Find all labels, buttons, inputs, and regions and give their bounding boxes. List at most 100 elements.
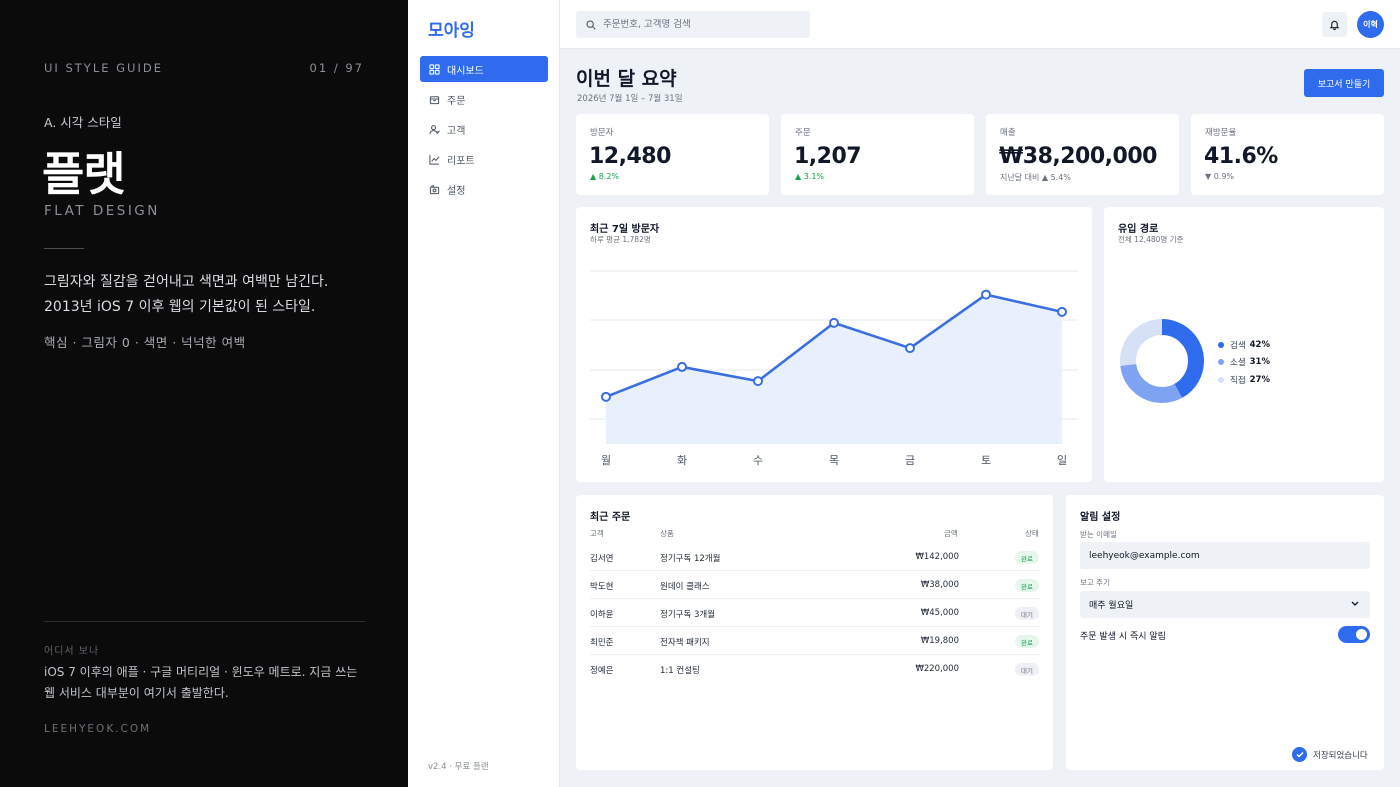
app-sidebar: 모아잉 대시보드 주문 고객 리포트 설정 v2.4 · 무료 플랜	[408, 0, 560, 787]
table-row[interactable]: 정예은 1:1 컨설팅 ₩220,000 대기	[590, 655, 1039, 683]
cell-customer: 김서연	[590, 554, 614, 564]
orders-title: 최근 주문	[590, 512, 631, 523]
cell-product: 1:1 컨설팅	[660, 666, 700, 676]
where-label: 어디서 보나	[44, 646, 100, 657]
create-report-button[interactable]: 보고서 만들기	[1304, 69, 1384, 97]
column-header: 고객	[590, 529, 604, 538]
guide-rule	[44, 248, 84, 249]
sidebar-item-settings[interactable]: 설정	[420, 176, 548, 202]
x-tick-label: 금	[905, 454, 915, 467]
check-circle-icon	[1292, 747, 1307, 762]
stat-label: 매출	[1000, 128, 1016, 138]
cell-amount: ₩220,000	[915, 664, 959, 674]
style-guide-panel: UI STYLE GUIDE 01 / 97 A. 시각 스타일 플랫 FLAT…	[0, 0, 408, 787]
donut-legend: 검색 42% 소셜 31% 직접 27%	[1218, 336, 1270, 389]
sidebar-item-label: 설정	[447, 185, 466, 197]
save-status-text: 저장되었습니다	[1313, 750, 1368, 761]
sidebar-item-reports[interactable]: 리포트	[420, 146, 548, 172]
cell-customer: 박도현	[590, 582, 614, 592]
trend-down-text: ▼ 0.9%	[1205, 172, 1235, 181]
stat-value: 1,207	[794, 144, 862, 169]
page-counter: 01 / 97	[309, 61, 364, 75]
data-point	[829, 317, 839, 328]
cell-customer: 정예은	[590, 666, 614, 676]
visitors-chart-card: 최근 7일 방문자 하루 평균 1,782명 월 화 수 목 금 토 일	[576, 207, 1092, 482]
pie-slice	[1120, 319, 1204, 403]
table-row[interactable]: 이하윤 정기구독 3개월 ₩45,000 대기	[590, 599, 1039, 627]
table-row[interactable]: 김서연 정기구독 12개월 ₩142,000 완료	[590, 543, 1039, 571]
report-cycle-select[interactable]: 매주 월요일	[1080, 591, 1370, 618]
sidebar-item-orders[interactable]: 주문	[420, 86, 548, 112]
column-header: 상태	[1025, 529, 1039, 538]
data-point	[905, 343, 915, 354]
data-point	[753, 376, 763, 387]
chart-subtitle: 전체 12,480명 기준	[1118, 235, 1184, 244]
version-info: v2.4 · 무료 플랜	[428, 762, 489, 772]
instant-alert-toggle[interactable]	[1338, 626, 1370, 643]
status-badge: 대기	[1015, 607, 1039, 620]
app-logo[interactable]: 모아잉	[428, 21, 475, 41]
status-badge: 완료	[1015, 635, 1039, 648]
save-status: 저장되었습니다	[1292, 747, 1368, 762]
users-icon	[429, 124, 440, 134]
stat-value: 12,480	[589, 144, 671, 169]
table-row[interactable]: 박도현 원데이 클래스 ₩38,000 완료	[590, 571, 1039, 599]
guide-section: A. 시각 스타일	[44, 115, 122, 130]
sidebar-item-dashboard[interactable]: 대시보드	[420, 56, 548, 82]
search-input[interactable]	[603, 19, 793, 30]
x-tick-label: 목	[829, 454, 839, 467]
cell-amount: ₩45,000	[920, 608, 959, 618]
chart-title: 최근 7일 방문자	[590, 224, 660, 235]
stat-delta: ▲ 3.1%	[795, 172, 824, 181]
stat-card-revenue: 매출 ₩38,200,000 지난달 대비 ▲ 5.4%	[986, 114, 1179, 195]
sidebar-item-customers[interactable]: 고객	[420, 116, 548, 142]
cell-customer: 이하윤	[590, 610, 614, 620]
page-title: 이번 달 요약	[576, 68, 677, 90]
area-fill	[606, 294, 1062, 444]
column-header: 금액	[944, 529, 958, 538]
sidebar-item-label: 고객	[447, 125, 466, 137]
stat-value: ₩38,200,000	[999, 144, 1157, 169]
sidebar-item-label: 주문	[447, 95, 466, 107]
recent-orders-card: 최근 주문 고객 상품 금액 상태 김서연 정기구독 12개월 ₩142,000…	[576, 495, 1053, 770]
chart-title: 유입 경로	[1118, 224, 1159, 235]
search-box[interactable]	[576, 11, 810, 38]
cell-product: 정기구독 3개월	[660, 610, 716, 620]
stat-value: 41.6%	[1204, 144, 1278, 169]
sidebar-nav: 대시보드 주문 고객 리포트 설정	[420, 56, 548, 206]
guide-desc-line: 그림자와 질감을 걷어내고 색면과 여백만 남긴다.	[44, 274, 329, 290]
search-icon	[586, 19, 596, 30]
x-tick-label: 토	[981, 454, 991, 467]
data-point	[981, 289, 991, 300]
user-avatar[interactable]: 이혁	[1357, 11, 1384, 38]
stat-card-retention: 재방문율 41.6% ▼ 0.9%	[1191, 114, 1384, 195]
traffic-source-card: 유입 경로 전체 12,480명 기준 검색 42% 소셜 31% 직접 27%	[1104, 207, 1384, 482]
where-text: iOS 7 이후의 애플 · 구글 머티리얼 · 윈도우 메트로. 지금 쓰는 …	[44, 665, 358, 700]
status-badge: 대기	[1015, 663, 1039, 676]
chart-icon	[429, 154, 440, 165]
grid-icon	[429, 63, 440, 75]
cycle-label: 보고 주기	[1080, 578, 1110, 587]
bell-icon	[1329, 20, 1340, 30]
data-point	[677, 361, 687, 372]
site-link[interactable]: LEEHYEOK.COM	[44, 723, 152, 735]
notification-button[interactable]	[1322, 12, 1347, 37]
chart-subtitle: 하루 평균 1,782명	[590, 235, 651, 244]
cell-product: 정기구독 12개월	[660, 554, 721, 564]
instant-alert-label: 주문 발생 시 즉시 알림	[1080, 632, 1166, 642]
trend-up-text: ▲ 8.2%	[590, 172, 620, 181]
top-bar: 이혁	[560, 0, 1400, 49]
guide-core: 핵심 · 그림자 0 · 색면 · 넉넉한 여백	[44, 335, 246, 350]
stat-label: 방문자	[590, 128, 614, 138]
x-tick-label: 수	[753, 454, 763, 467]
pie-slice	[1120, 319, 1204, 403]
email-field[interactable]	[1080, 542, 1370, 569]
chevron-down-icon	[1351, 601, 1359, 606]
guide-desc-line: 2013년 iOS 7 이후 웹의 기본값이 된 스타일.	[44, 299, 316, 315]
sidebar-item-label: 리포트	[447, 155, 475, 167]
table-row[interactable]: 최민준 전자책 패키지 ₩19,800 완료	[590, 627, 1039, 655]
guide-description: 그림자와 질감을 걷어내고 색면과 여백만 남긴다. 2013년 iOS 7 이…	[44, 270, 374, 320]
cell-amount: ₩19,800	[920, 636, 959, 646]
column-header: 상품	[660, 529, 674, 538]
